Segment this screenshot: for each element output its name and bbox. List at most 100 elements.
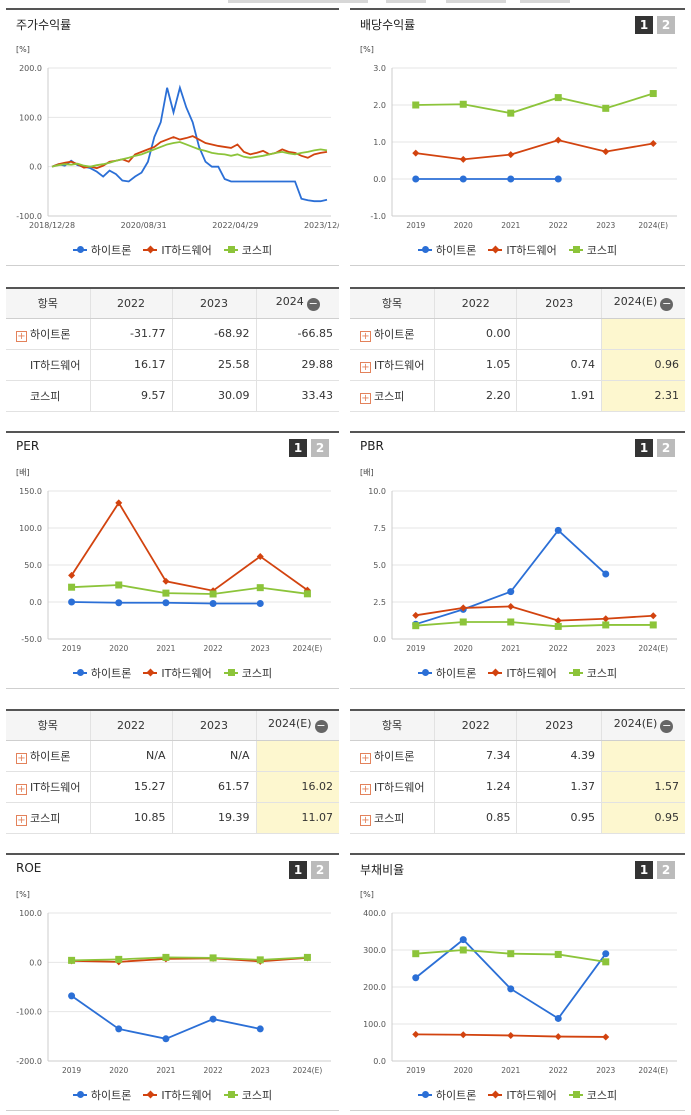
hitron-series-point[interactable]: [459, 175, 467, 183]
expand-icon[interactable]: +: [360, 361, 371, 373]
legend-item-it-hardware-series[interactable]: IT하드웨어: [143, 665, 212, 681]
it-hardware-series-point[interactable]: [602, 615, 610, 623]
legend-item-hitron-series[interactable]: 하이트론: [417, 242, 476, 258]
it-hardware-series-point[interactable]: [554, 617, 562, 625]
expand-icon[interactable]: +: [360, 392, 371, 404]
it-hardware-series-point[interactable]: [602, 1033, 610, 1041]
hitron-series-point[interactable]: [412, 974, 420, 982]
kospi-series-point[interactable]: [303, 953, 311, 961]
hitron-series-point[interactable]: [115, 599, 123, 607]
kospi-series-point[interactable]: [554, 94, 562, 102]
expand-icon[interactable]: +: [16, 814, 27, 826]
legend-item-kospi-series[interactable]: 코스피: [568, 242, 617, 258]
page-1-button[interactable]: 1: [289, 861, 307, 879]
hitron-series-point[interactable]: [602, 570, 610, 578]
kospi-series-point[interactable]: [162, 953, 170, 961]
legend-item-hitron-series[interactable]: 하이트론: [72, 242, 131, 258]
kospi-series-point[interactable]: [209, 590, 217, 598]
legend-item-it-hardware-series[interactable]: IT하드웨어: [488, 665, 557, 681]
hitron-series-point[interactable]: [507, 588, 515, 596]
kospi-series-point[interactable]: [68, 583, 76, 591]
kospi-series-point[interactable]: [554, 950, 562, 958]
kospi-series-point[interactable]: [649, 90, 657, 98]
it-hardware-series-point[interactable]: [554, 136, 562, 144]
page-2-button[interactable]: 2: [657, 16, 675, 34]
kospi-series-point[interactable]: [554, 622, 562, 630]
hitron-series-point[interactable]: [256, 599, 264, 607]
kospi-series-point[interactable]: [412, 950, 420, 958]
kospi-series-point[interactable]: [459, 618, 467, 626]
page-1-button[interactable]: 1: [635, 439, 653, 457]
kospi-series-point[interactable]: [649, 621, 657, 629]
expand-icon[interactable]: +: [16, 752, 27, 764]
expand-icon[interactable]: +: [16, 783, 27, 795]
legend-item-hitron-series[interactable]: 하이트론: [72, 1087, 131, 1103]
legend-item-kospi-series[interactable]: 코스피: [223, 665, 272, 681]
kospi-series-point[interactable]: [256, 584, 264, 592]
kospi-series-point[interactable]: [459, 946, 467, 954]
legend-item-hitron-series[interactable]: 하이트론: [417, 1087, 476, 1103]
kospi-series-point[interactable]: [256, 956, 264, 964]
kospi-series-point[interactable]: [412, 622, 420, 630]
it-hardware-series-point[interactable]: [554, 1033, 562, 1041]
hitron-series-point[interactable]: [68, 992, 76, 1000]
kospi-series-point[interactable]: [303, 590, 311, 598]
collapse-icon[interactable]: −: [660, 297, 674, 312]
page-1-button[interactable]: 1: [635, 861, 653, 879]
legend-item-kospi-series[interactable]: 코스피: [223, 242, 272, 258]
hitron-series-point[interactable]: [162, 1035, 170, 1043]
hitron-series-point[interactable]: [602, 950, 610, 958]
it-hardware-series-point[interactable]: [602, 148, 610, 156]
it-hardware-series-point[interactable]: [459, 155, 467, 163]
hitron-series-point[interactable]: [507, 175, 515, 183]
hitron-series-point[interactable]: [162, 599, 170, 607]
it-hardware-series-point[interactable]: [649, 139, 657, 147]
it-hardware-series-point[interactable]: [256, 552, 264, 560]
hitron-series-point[interactable]: [256, 1025, 264, 1033]
legend-item-kospi-series[interactable]: 코스피: [568, 1087, 617, 1103]
page-1-button[interactable]: 1: [635, 16, 653, 34]
collapse-icon[interactable]: −: [306, 297, 320, 312]
hitron-series-point[interactable]: [507, 985, 515, 993]
it-hardware-series-point[interactable]: [68, 571, 76, 579]
expand-icon[interactable]: +: [360, 752, 371, 764]
legend-item-hitron-series[interactable]: 하이트론: [417, 665, 476, 681]
hitron-series-point[interactable]: [554, 526, 562, 534]
legend-item-kospi-series[interactable]: 코스피: [568, 665, 617, 681]
legend-item-it-hardware-series[interactable]: IT하드웨어: [143, 1087, 212, 1103]
it-hardware-series-point[interactable]: [507, 1031, 515, 1039]
it-hardware-series-point[interactable]: [412, 611, 420, 619]
kospi-series-point[interactable]: [68, 956, 76, 964]
collapse-icon[interactable]: −: [314, 719, 328, 734]
hitron-series-point[interactable]: [554, 1014, 562, 1022]
kospi-series-point[interactable]: [459, 100, 467, 108]
hitron-series-point[interactable]: [459, 936, 467, 944]
hitron-series-point[interactable]: [209, 1015, 217, 1023]
it-hardware-series-point[interactable]: [162, 577, 170, 585]
it-hardware-series-point[interactable]: [412, 149, 420, 157]
legend-item-it-hardware-series[interactable]: IT하드웨어: [488, 242, 557, 258]
it-hardware-series-point[interactable]: [507, 151, 515, 159]
kospi-series-point[interactable]: [115, 955, 123, 963]
legend-item-hitron-series[interactable]: 하이트론: [72, 665, 131, 681]
it-hardware-series-point[interactable]: [115, 499, 123, 507]
hitron-series-point[interactable]: [68, 598, 76, 606]
page-2-button[interactable]: 2: [657, 439, 675, 457]
expand-icon[interactable]: +: [360, 783, 371, 795]
it-hardware-series-point[interactable]: [507, 602, 515, 610]
legend-item-it-hardware-series[interactable]: IT하드웨어: [143, 242, 212, 258]
it-hardware-series-point[interactable]: [459, 604, 467, 612]
kospi-series-point[interactable]: [115, 581, 123, 589]
page-2-button[interactable]: 2: [311, 861, 329, 879]
page-2-button[interactable]: 2: [657, 861, 675, 879]
kospi-series-point[interactable]: [162, 589, 170, 597]
legend-item-kospi-series[interactable]: 코스피: [223, 1087, 272, 1103]
kospi-series-point[interactable]: [209, 954, 217, 962]
kospi-series-point[interactable]: [507, 950, 515, 958]
kospi-series-point[interactable]: [507, 109, 515, 117]
hitron-series-point[interactable]: [554, 175, 562, 183]
expand-icon[interactable]: +: [360, 814, 371, 826]
kospi-series-point[interactable]: [507, 618, 515, 626]
collapse-icon[interactable]: −: [660, 719, 674, 734]
kospi-series-point[interactable]: [412, 101, 420, 109]
